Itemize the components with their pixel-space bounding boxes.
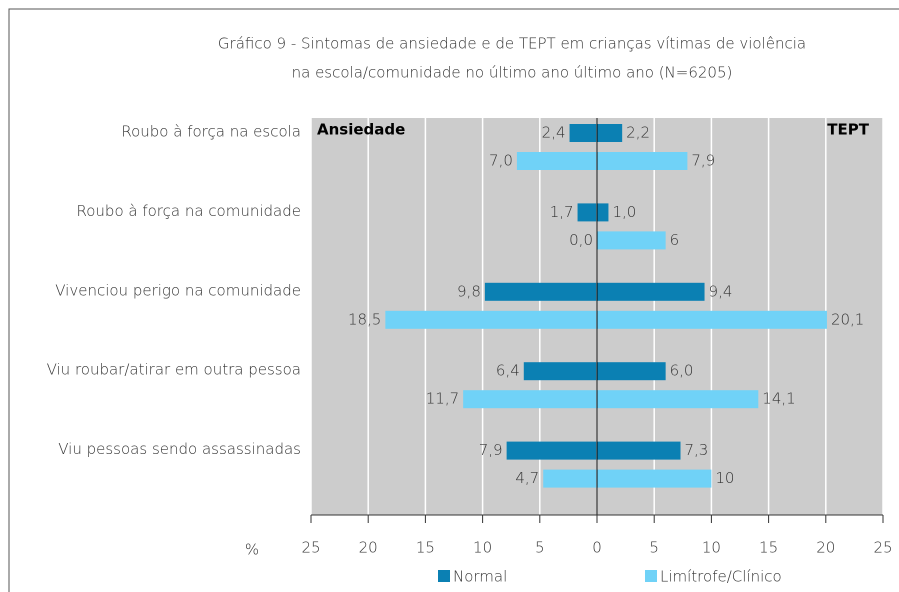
legend-label: Normal: [453, 568, 507, 586]
x-tick-label: 20: [816, 539, 835, 557]
legend-swatch: [645, 570, 657, 582]
bar: [597, 124, 623, 142]
y-tick-label: Roubo à força na escola: [121, 123, 301, 141]
bar: [506, 441, 597, 460]
bar: [516, 152, 597, 170]
bar: [597, 282, 705, 301]
x-tick-label: 20: [359, 539, 378, 557]
bar: [385, 310, 597, 329]
x-tick-label: 10: [702, 539, 721, 557]
value-label: 14,1: [762, 390, 795, 408]
value-label: 6,4: [496, 362, 520, 380]
bar: [484, 282, 597, 301]
bar: [597, 441, 681, 460]
y-tick-label: Vivenciou perigo na comunidade: [55, 281, 301, 299]
legend-swatch: [438, 570, 450, 582]
bar: [597, 469, 712, 488]
bar: [597, 203, 609, 222]
panel-title: TEPT: [827, 121, 869, 139]
value-label: 7,0: [489, 152, 513, 170]
x-tick-label: 5: [535, 539, 545, 557]
x-tick-label: 5: [649, 539, 659, 557]
chart-title: na escola/comunidade no último ano últim…: [292, 64, 733, 82]
value-label: 9,4: [709, 282, 733, 300]
value-label: 1,7: [550, 203, 574, 221]
bar: [597, 310, 827, 329]
y-tick-label: Viu roubar/atirar em outra pessoa: [47, 361, 301, 379]
value-label: 18,5: [348, 310, 381, 328]
value-label: 9,8: [457, 282, 481, 300]
bar: [597, 390, 759, 409]
x-tick-label: 0: [592, 539, 602, 557]
bar: [597, 152, 688, 170]
value-label: 7,9: [479, 441, 503, 459]
x-axis-label: %: [245, 541, 259, 559]
value-label: 7,3: [685, 441, 709, 459]
x-tick-label: 25: [873, 539, 892, 557]
bar: [569, 124, 597, 142]
x-tick-label: 25: [301, 539, 320, 557]
value-label: 2,2: [626, 124, 650, 142]
bar: [597, 362, 666, 381]
x-tick-label: 15: [416, 539, 435, 557]
chart-title: Gráfico 9 - Sintomas de ansiedade e de T…: [218, 35, 806, 53]
bar: [543, 469, 597, 488]
value-label: 0,0: [569, 231, 593, 249]
value-label: 20,1: [831, 310, 864, 328]
y-tick-label: Viu pessoas sendo assassinadas: [58, 440, 301, 458]
bar: [577, 203, 597, 222]
frame: [8, 8, 899, 592]
value-label: 6: [670, 231, 680, 249]
value-label: 7,9: [691, 152, 715, 170]
x-tick-label: 10: [473, 539, 492, 557]
panel-title: Ansiedade: [317, 121, 405, 139]
bar: [463, 390, 597, 409]
value-label: 10: [715, 469, 734, 487]
value-label: 2,4: [542, 124, 566, 142]
value-label: 6,0: [670, 362, 694, 380]
value-label: 11,7: [426, 390, 459, 408]
value-label: 1,0: [612, 203, 636, 221]
value-label: 4,7: [515, 469, 539, 487]
legend-label: Limítrofe/Clínico: [660, 568, 782, 586]
x-tick-label: 15: [759, 539, 778, 557]
bar: [597, 231, 666, 250]
bar: [523, 362, 597, 381]
y-tick-label: Roubo à força na comunidade: [76, 202, 301, 220]
